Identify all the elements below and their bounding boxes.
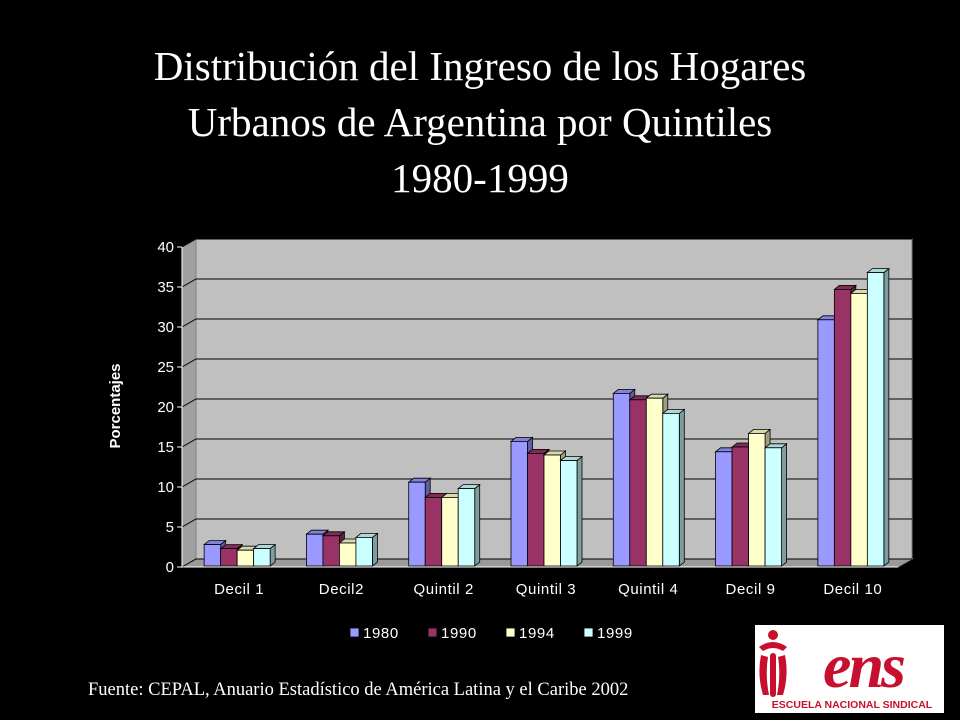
- title-line-3: 1980-1999: [391, 155, 569, 201]
- y-tick-label: 15: [157, 439, 174, 456]
- legend-item: 1980: [349, 625, 399, 642]
- bar-front: [339, 542, 357, 567]
- bar-front: [527, 452, 545, 567]
- bar-front: [220, 548, 238, 567]
- legend-label: 1980: [363, 625, 399, 642]
- legend-item: 1994: [505, 625, 555, 642]
- bar-front: [322, 535, 340, 567]
- bar-side: [678, 408, 685, 567]
- ens-logo: ens ESCUELA NACIONAL SINDICAL: [755, 625, 944, 713]
- bar: [661, 408, 686, 567]
- bar-front: [457, 488, 476, 567]
- bar: [457, 483, 481, 567]
- logo-figure-icon: [759, 630, 787, 697]
- legend: 1980 1990 1994 1999: [349, 625, 633, 642]
- y-tick-label: 10: [157, 479, 174, 496]
- bar-side: [781, 442, 787, 567]
- legend-swatch: [505, 627, 516, 638]
- y-axis-label: Porcentajes: [107, 363, 124, 448]
- gridline: [181, 238, 912, 248]
- gridline: [181, 318, 912, 328]
- bar-front: [441, 496, 459, 567]
- bar-front: [833, 289, 852, 567]
- bar-front: [866, 272, 885, 567]
- x-category-label: Quintil 4: [618, 581, 678, 598]
- legend-label: 1990: [441, 625, 477, 642]
- bar-front: [203, 544, 222, 567]
- logo-word: ens: [823, 630, 904, 701]
- gridline: [181, 398, 912, 408]
- bar-front: [408, 481, 426, 567]
- bar-side: [576, 455, 583, 567]
- bar-front: [306, 533, 324, 567]
- y-tick-label: 40: [157, 239, 174, 256]
- y-tick-label: 0: [166, 559, 174, 576]
- bar-front: [764, 447, 782, 567]
- bar: [559, 455, 584, 567]
- bar-front: [748, 432, 766, 567]
- x-category-label: Decil2: [319, 581, 364, 598]
- legend-swatch: [427, 627, 438, 638]
- title-line-2: Urbanos de Argentina por Quintiles: [187, 99, 773, 145]
- bar-front: [253, 548, 271, 567]
- bar: [252, 543, 277, 567]
- x-category-label: Decil 10: [823, 581, 882, 598]
- bar: [866, 267, 890, 567]
- y-tick-label: 35: [157, 279, 174, 296]
- slide-title: Distribución del Ingreso de los Hogares …: [0, 38, 960, 206]
- bar-front: [662, 412, 680, 567]
- bar-front: [612, 392, 631, 567]
- legend-label: 1994: [519, 625, 555, 642]
- bar-front: [629, 399, 647, 567]
- x-category-label: Decil 9: [726, 581, 776, 598]
- bar: [763, 442, 788, 567]
- bar-front: [645, 397, 664, 567]
- bar-front: [560, 460, 578, 567]
- bar-front: [817, 319, 835, 567]
- y-tick-label: 5: [166, 519, 174, 536]
- bars: [203, 267, 890, 567]
- legend-item: 1990: [427, 625, 477, 642]
- source-note: Fuente: CEPAL, Anuario Estadístico de Am…: [88, 680, 629, 700]
- bar-side: [883, 267, 890, 567]
- x-category-label: Quintil 2: [413, 581, 473, 598]
- title-line-1: Distribución del Ingreso de los Hogares: [153, 43, 807, 89]
- gridline: [181, 358, 912, 368]
- logo-caption: ESCUELA NACIONAL SINDICAL: [772, 699, 933, 711]
- bar-front: [715, 451, 733, 567]
- bar-front: [731, 446, 749, 567]
- legend-swatch: [583, 627, 594, 638]
- legend-item: 1999: [583, 625, 633, 642]
- bar-front: [510, 440, 528, 567]
- bar-front: [543, 454, 561, 567]
- y-tick-label: 20: [157, 399, 174, 416]
- bar-front: [850, 293, 868, 567]
- x-categories: Decil 1 Decil2 Quintil 2 Quintil 3 Quintil 4…: [214, 581, 882, 598]
- y-tick-label: 30: [157, 319, 174, 336]
- bar-front: [236, 549, 255, 567]
- y-ticks: 0 5 10 15 20 25 30 35 40: [157, 239, 898, 576]
- bar: [354, 532, 379, 567]
- bar-chart: 0 5 10 15 20 25 30 35 40 Decil 1 Decil2 Quintil 2 Q…: [107, 238, 914, 642]
- x-category-label: Quintil 3: [516, 581, 576, 598]
- bar-side: [474, 483, 481, 567]
- gridline: [181, 278, 912, 288]
- y-tick-label: 25: [157, 359, 174, 376]
- bar-side: [372, 532, 378, 567]
- bar-front: [355, 536, 373, 567]
- legend-swatch: [349, 627, 360, 638]
- bar-front: [424, 496, 443, 567]
- legend-label: 1999: [597, 625, 633, 642]
- x-category-label: Decil 1: [214, 581, 264, 598]
